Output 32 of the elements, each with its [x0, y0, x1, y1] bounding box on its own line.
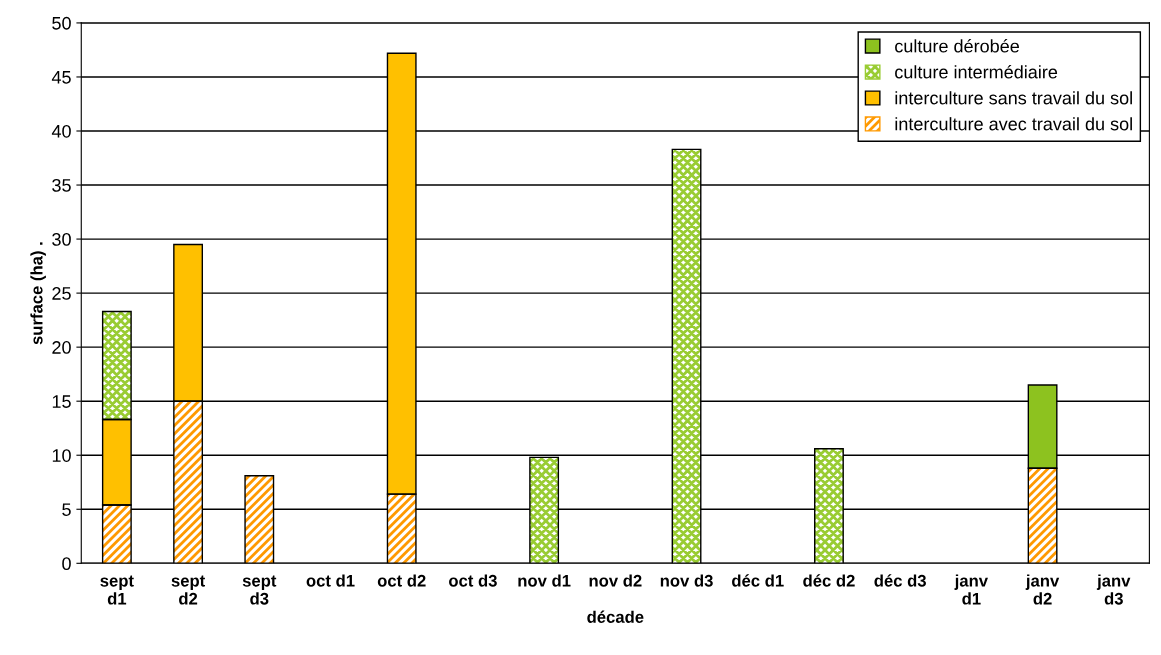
y-tick-label: 25: [52, 287, 71, 300]
y-tick-label: 45: [51, 71, 71, 84]
x-tick-label: déc d3: [874, 574, 926, 587]
y-tick-label: 20: [52, 341, 71, 354]
y-axis-title: surface (ha) .: [30, 242, 46, 345]
legend-label: culture dérobée: [895, 39, 1019, 53]
x-tick-label: sept d1: [100, 575, 134, 605]
x-tick-label: oct d3: [449, 574, 497, 587]
x-tick-label: oct d2: [377, 574, 426, 587]
y-tick-label: 5: [62, 503, 71, 516]
y-tick-label: 30: [52, 233, 71, 246]
x-tick-label: nov d2: [589, 574, 642, 587]
y-tick-label: 15: [52, 395, 71, 408]
y-tick-label: 40: [51, 124, 71, 138]
y-tick-label: 35: [52, 178, 71, 192]
legend-label: culture intermédiaire: [895, 65, 1058, 79]
x-tick-label: janv d2: [1025, 574, 1060, 605]
x-tick-label: janv d3: [1096, 574, 1131, 605]
y-tick-label: 10: [52, 449, 71, 462]
x-tick-label: nov d1: [518, 574, 571, 587]
x-axis-title: décade: [587, 610, 644, 623]
y-tick-label: 0: [62, 557, 71, 571]
x-tick-label: sept d3: [242, 575, 277, 605]
x-tick-label: janv d1: [954, 574, 988, 605]
x-tick-label: nov d3: [660, 574, 713, 587]
x-tick-label: oct d1: [306, 574, 355, 587]
x-tick-label: déc d2: [803, 574, 855, 587]
legend-label: interculture sans travail du sol: [895, 91, 1132, 105]
y-tick-label: 50: [52, 16, 71, 30]
legend-label: interculture avec travail du sol: [895, 117, 1132, 131]
x-tick-label: déc d1: [732, 574, 784, 587]
x-tick-label: sept d2: [171, 575, 206, 605]
